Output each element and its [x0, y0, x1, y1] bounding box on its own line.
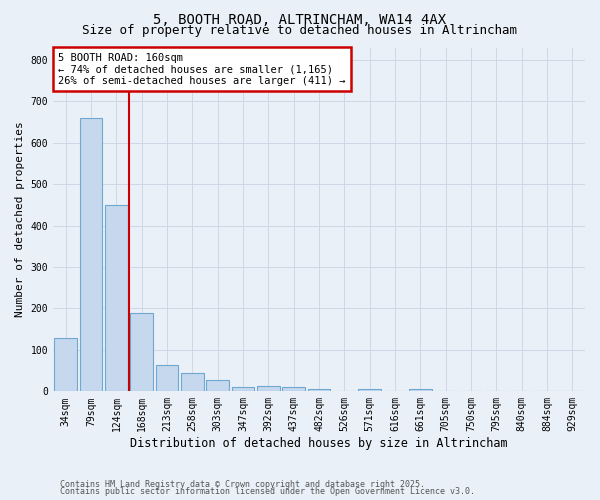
Text: 5, BOOTH ROAD, ALTRINCHAM, WA14 4AX: 5, BOOTH ROAD, ALTRINCHAM, WA14 4AX — [154, 12, 446, 26]
Bar — [181, 372, 204, 392]
Bar — [130, 312, 153, 392]
Bar — [257, 386, 280, 392]
Y-axis label: Number of detached properties: Number of detached properties — [15, 122, 25, 318]
Bar — [358, 389, 381, 392]
Bar — [206, 380, 229, 392]
Text: Contains public sector information licensed under the Open Government Licence v3: Contains public sector information licen… — [60, 487, 475, 496]
Bar — [282, 387, 305, 392]
Text: Contains HM Land Registry data © Crown copyright and database right 2025.: Contains HM Land Registry data © Crown c… — [60, 480, 425, 489]
Text: Size of property relative to detached houses in Altrincham: Size of property relative to detached ho… — [83, 24, 517, 37]
Bar — [155, 365, 178, 392]
X-axis label: Distribution of detached houses by size in Altrincham: Distribution of detached houses by size … — [130, 437, 508, 450]
Text: 5 BOOTH ROAD: 160sqm
← 74% of detached houses are smaller (1,165)
26% of semi-de: 5 BOOTH ROAD: 160sqm ← 74% of detached h… — [58, 52, 346, 86]
Bar — [308, 390, 331, 392]
Bar — [80, 118, 103, 392]
Bar — [409, 390, 432, 392]
Bar — [105, 205, 128, 392]
Bar — [55, 338, 77, 392]
Bar — [232, 387, 254, 392]
